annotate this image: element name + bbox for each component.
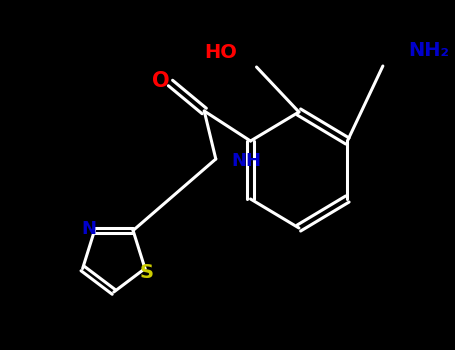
Text: O: O [152,71,170,91]
Text: HO: HO [204,43,237,63]
Text: S: S [140,263,154,282]
Text: NH₂: NH₂ [408,41,449,60]
Text: NH: NH [231,152,261,170]
Text: N: N [81,220,96,238]
